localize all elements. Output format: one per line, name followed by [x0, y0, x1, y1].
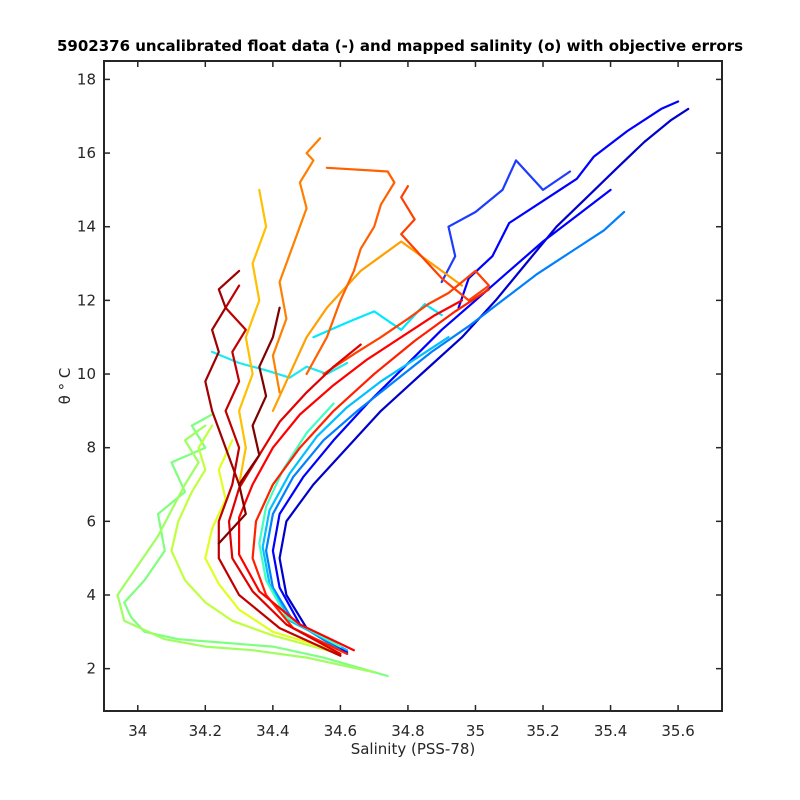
- profile-line-14: [238, 188, 268, 486]
- profile-line-18: [322, 185, 491, 376]
- profile-line-22: [217, 284, 342, 657]
- y-tick-label: 6: [86, 512, 96, 530]
- profile-line-24: [217, 306, 281, 545]
- x-tick-label: 34.2: [189, 722, 222, 740]
- profile-line-4: [440, 159, 572, 284]
- y-tick-label: 18: [77, 70, 96, 88]
- profile-line-1: [278, 107, 690, 656]
- profile-line-6: [261, 336, 450, 652]
- profile-line-10: [123, 413, 389, 678]
- x-tick-label: 34: [128, 722, 147, 740]
- y-tick-label: 8: [86, 439, 96, 457]
- profile-line-13: [204, 439, 335, 652]
- x-tick-label: 34.8: [391, 722, 424, 740]
- y-tick-label: 4: [86, 586, 96, 604]
- x-tick-label: 35.6: [661, 722, 694, 740]
- x-tick-label: 35: [466, 722, 485, 740]
- x-tick-label: 34.4: [256, 722, 289, 740]
- profile-line-5: [265, 210, 626, 652]
- x-tick-label: 34.6: [324, 722, 357, 740]
- profile-line-17: [305, 166, 396, 376]
- profile-line-15: [271, 240, 464, 412]
- profile-line-12: [170, 424, 342, 656]
- plot-area-frame: [103, 60, 723, 712]
- x-axis: 34 34.2 34.4 34.6 34.8 35 35.2 35.4 35.6: [128, 61, 695, 740]
- profile-line-3: [457, 100, 680, 309]
- profile-line-16: [271, 137, 322, 394]
- profile-line-7: [312, 303, 443, 339]
- chart-title: 5902376 uncalibrated float data (-) and …: [57, 37, 743, 55]
- x-tick-label: 35.4: [594, 722, 627, 740]
- y-tick-label: 14: [77, 218, 96, 236]
- y-tick-label: 10: [77, 365, 96, 383]
- y-tick-label: 12: [77, 291, 96, 309]
- y-axis-label: θ ° C: [56, 368, 74, 405]
- x-tick-label: 35.2: [526, 722, 559, 740]
- profile-line-20: [238, 299, 464, 652]
- y-axis: 2 4 6 8 10 12 14 16 18: [77, 70, 722, 678]
- y-tick-label: 2: [86, 660, 96, 678]
- y-tick-label: 16: [77, 144, 96, 162]
- x-axis-label: Salinity (PSS-78): [351, 740, 476, 758]
- profile-line-23: [204, 269, 241, 486]
- profile-line-11: [116, 424, 376, 674]
